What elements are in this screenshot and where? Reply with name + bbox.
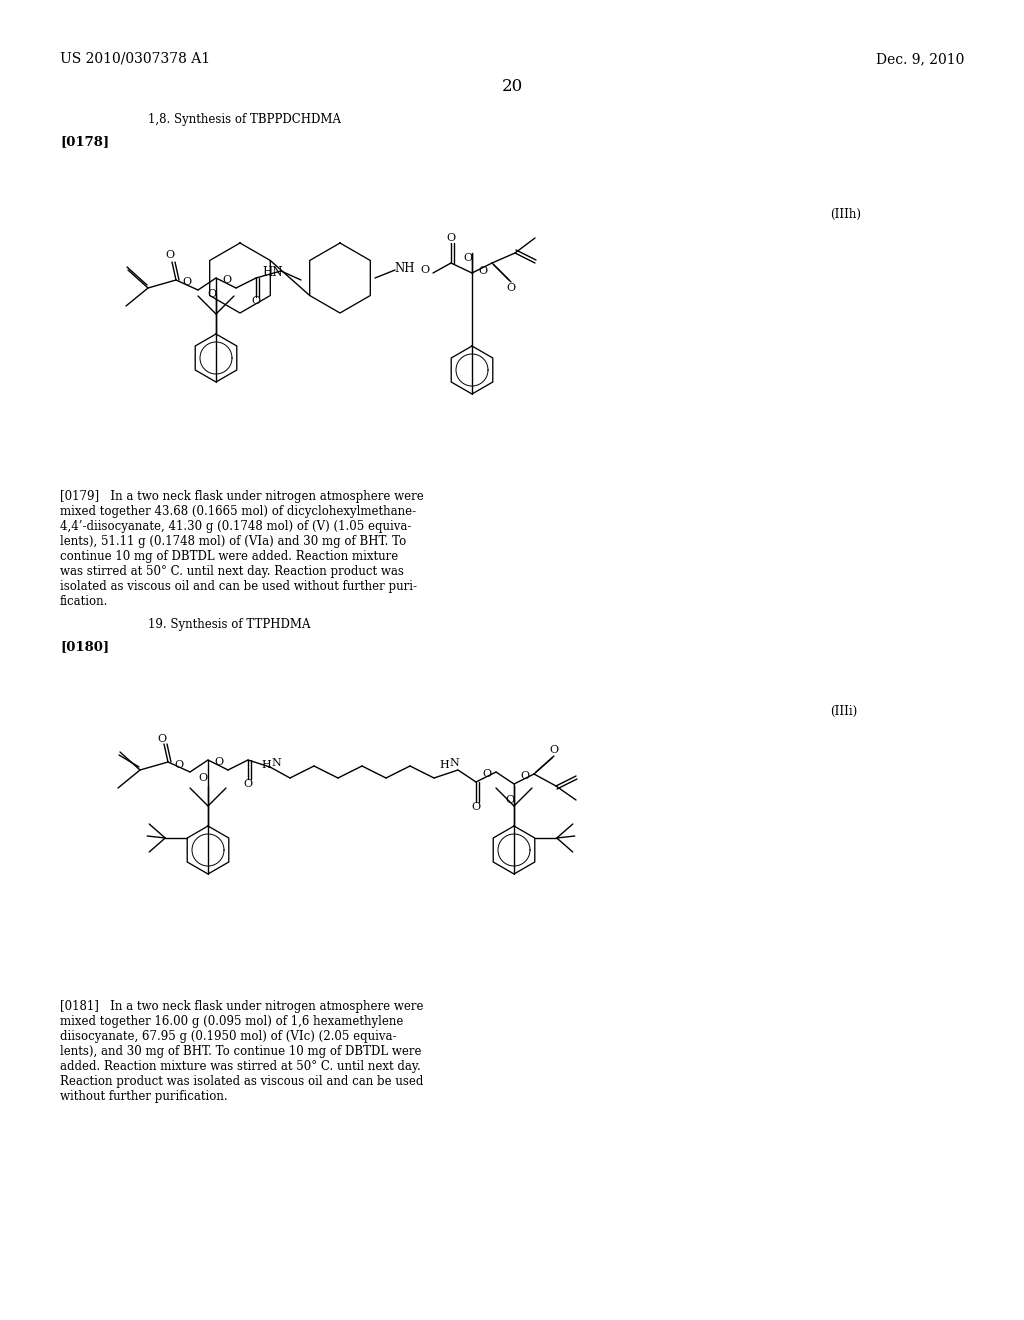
Text: US 2010/0307378 A1: US 2010/0307378 A1 xyxy=(60,51,210,66)
Text: (IIIh): (IIIh) xyxy=(830,209,861,220)
Text: [0178]: [0178] xyxy=(60,135,110,148)
Text: O: O xyxy=(421,265,429,275)
Text: O: O xyxy=(182,277,191,286)
Text: N: N xyxy=(271,758,281,768)
Text: H: H xyxy=(439,760,449,770)
Text: O: O xyxy=(550,744,558,755)
Text: 1,8. Synthesis of TBPPDCHDMA: 1,8. Synthesis of TBPPDCHDMA xyxy=(148,114,341,125)
Text: O: O xyxy=(446,234,456,243)
Text: O: O xyxy=(222,275,231,285)
Text: O: O xyxy=(252,296,260,306)
Text: O: O xyxy=(214,756,223,767)
Text: O: O xyxy=(507,282,515,293)
Text: O: O xyxy=(158,734,167,744)
Text: O: O xyxy=(244,779,253,789)
Text: O: O xyxy=(199,774,208,783)
Text: Dec. 9, 2010: Dec. 9, 2010 xyxy=(876,51,964,66)
Text: H: H xyxy=(261,760,271,770)
Text: [0179]   In a two neck flask under nitrogen atmosphere were
mixed together 43.68: [0179] In a two neck flask under nitroge… xyxy=(60,490,424,609)
Text: O: O xyxy=(506,795,515,805)
Text: O: O xyxy=(208,289,216,300)
Text: O: O xyxy=(478,267,487,276)
Text: HN: HN xyxy=(263,265,284,279)
Text: O: O xyxy=(471,803,480,812)
Text: O: O xyxy=(166,249,174,260)
Text: O: O xyxy=(482,770,492,779)
Text: [0181]   In a two neck flask under nitrogen atmosphere were
mixed together 16.00: [0181] In a two neck flask under nitroge… xyxy=(60,1001,424,1104)
Text: N: N xyxy=(450,758,459,768)
Text: O: O xyxy=(520,771,529,781)
Text: [0180]: [0180] xyxy=(60,640,110,653)
Text: O: O xyxy=(174,760,183,770)
Text: (IIIi): (IIIi) xyxy=(830,705,857,718)
Text: O: O xyxy=(464,253,472,263)
Text: 19. Synthesis of TTPHDMA: 19. Synthesis of TTPHDMA xyxy=(148,618,310,631)
Text: 20: 20 xyxy=(502,78,522,95)
Text: NH: NH xyxy=(394,261,416,275)
